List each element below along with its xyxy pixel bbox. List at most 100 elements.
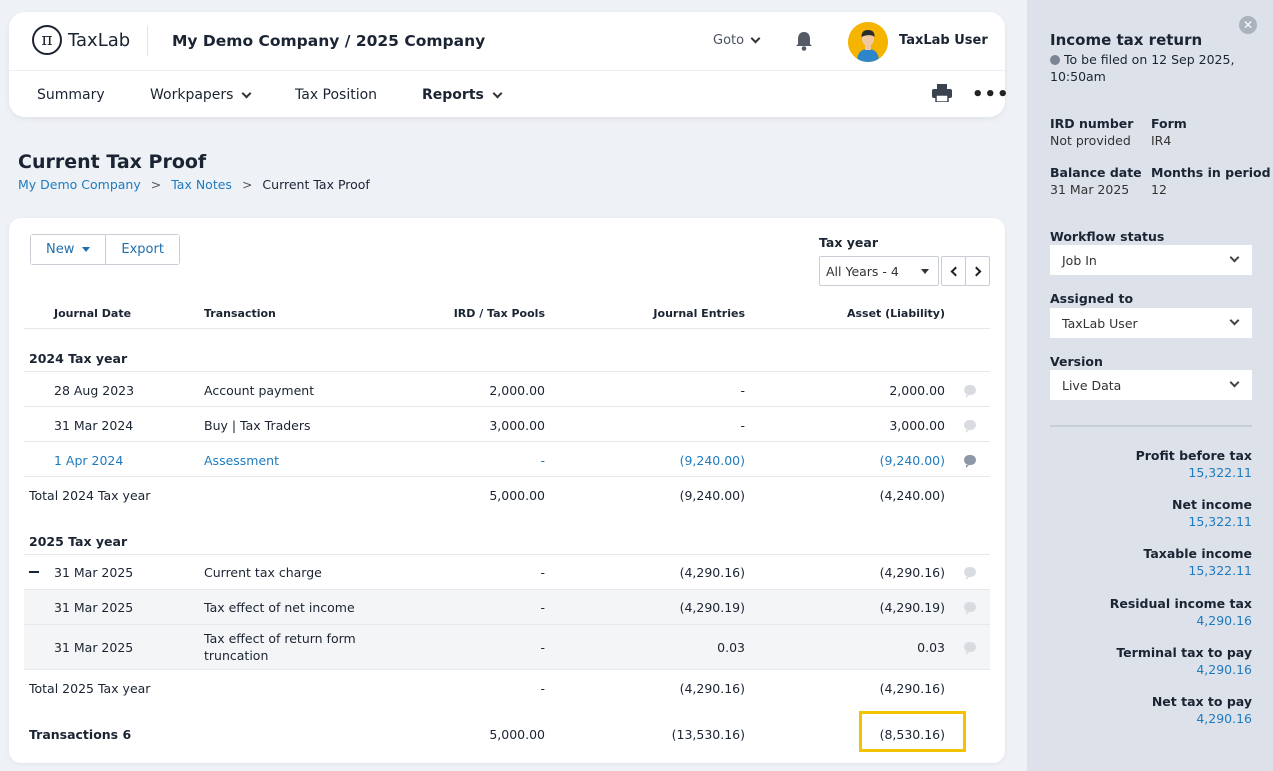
row-asset: 3,000.00 bbox=[889, 418, 945, 433]
comment-icon[interactable] bbox=[964, 567, 976, 580]
row-date-link[interactable]: 1 Apr 2024 bbox=[54, 453, 124, 468]
row-ird: 3,000.00 bbox=[489, 418, 545, 433]
ird-number-value: Not provided bbox=[1050, 133, 1131, 148]
tax-year-select[interactable]: All Years - 4 bbox=[819, 256, 939, 286]
row-journal[interactable]: (9,240.00) bbox=[679, 453, 745, 468]
tab-tax-position-label: Tax Position bbox=[295, 87, 378, 103]
column-header-transaction[interactable]: Transaction bbox=[204, 307, 276, 320]
total-asset: (4,290.16) bbox=[879, 681, 945, 696]
total-label: Total 2024 Tax year bbox=[29, 488, 151, 503]
breadcrumb-current: Current Tax Proof bbox=[262, 177, 370, 192]
row-journal: 0.03 bbox=[717, 640, 745, 655]
taxlab-logo[interactable]: π TaxLab bbox=[32, 25, 130, 55]
chevron-down-icon bbox=[1229, 252, 1240, 263]
metric-label: Net tax to pay bbox=[1151, 694, 1252, 709]
row-transaction: Tax effect of net income bbox=[204, 600, 355, 615]
bell-icon[interactable] bbox=[794, 30, 814, 52]
tab-summary-label: Summary bbox=[37, 87, 105, 103]
tab-tax-position[interactable]: Tax Position bbox=[295, 87, 377, 103]
total-label: Total 2025 Tax year bbox=[29, 681, 151, 696]
goto-dropdown[interactable]: Goto bbox=[713, 33, 761, 48]
next-year-button[interactable] bbox=[965, 256, 990, 286]
chevron-right-icon bbox=[971, 266, 981, 276]
breadcrumb-company[interactable]: My Demo Company bbox=[18, 177, 141, 192]
chevron-down-icon bbox=[242, 88, 252, 98]
row-divider bbox=[24, 371, 990, 372]
breadcrumb-tax-notes[interactable]: Tax Notes bbox=[171, 177, 232, 192]
comment-icon[interactable] bbox=[964, 385, 976, 398]
metric-label: Terminal tax to pay bbox=[1116, 645, 1252, 660]
tax-year-label: Tax year bbox=[819, 235, 878, 250]
total-ird: 5,000.00 bbox=[489, 488, 545, 503]
row-journal: - bbox=[740, 418, 745, 433]
row-ird: - bbox=[540, 565, 545, 580]
previous-year-button[interactable] bbox=[941, 256, 966, 286]
main-card: New Export Tax year All Years - 4 Journa… bbox=[9, 218, 1005, 763]
printer-icon[interactable] bbox=[932, 84, 952, 102]
group-title-2024: 2024 Tax year bbox=[29, 351, 128, 366]
column-header-date[interactable]: Journal Date bbox=[54, 307, 132, 320]
user-name[interactable]: TaxLab User bbox=[899, 33, 988, 48]
column-header-journal[interactable]: Journal Entries bbox=[653, 307, 745, 320]
row-journal: (4,290.19) bbox=[679, 600, 745, 615]
new-button-label: New bbox=[46, 242, 75, 257]
close-icon[interactable]: ✕ bbox=[1239, 16, 1257, 34]
metric-label: Net income bbox=[1172, 497, 1252, 512]
breadcrumb: My Demo Company > Tax Notes > Current Ta… bbox=[18, 177, 370, 192]
row-transaction: Account payment bbox=[204, 383, 315, 398]
metric-value[interactable]: 15,322.11 bbox=[1188, 563, 1252, 578]
months-value: 12 bbox=[1151, 182, 1167, 197]
row-divider bbox=[24, 328, 990, 329]
metric-value[interactable]: 4,290.16 bbox=[1196, 662, 1252, 677]
logo-pi-icon: π bbox=[32, 25, 62, 55]
total-journal: (9,240.00) bbox=[679, 488, 745, 503]
metric-value[interactable]: 4,290.16 bbox=[1196, 711, 1252, 726]
export-button[interactable]: Export bbox=[105, 235, 179, 264]
version-label: Version bbox=[1050, 354, 1103, 369]
row-transaction-link[interactable]: Assessment bbox=[204, 453, 279, 468]
row-divider bbox=[24, 624, 990, 625]
comment-icon[interactable] bbox=[964, 455, 976, 468]
company-title: My Demo Company / 2025 Company bbox=[172, 32, 486, 50]
row-ird[interactable]: - bbox=[540, 453, 545, 468]
row-ird: - bbox=[540, 600, 545, 615]
row-divider bbox=[24, 476, 990, 477]
avatar[interactable] bbox=[848, 22, 888, 62]
metric-value[interactable]: 15,322.11 bbox=[1188, 465, 1252, 480]
tab-reports-label: Reports bbox=[422, 87, 484, 103]
header-card: π TaxLab My Demo Company / 2025 Company … bbox=[9, 12, 1009, 117]
column-header-ird[interactable]: IRD / Tax Pools bbox=[453, 307, 545, 320]
row-date: 31 Mar 2025 bbox=[54, 640, 134, 655]
metric-value[interactable]: 15,322.11 bbox=[1188, 514, 1252, 529]
tab-reports[interactable]: Reports bbox=[422, 87, 503, 103]
row-ird: 2,000.00 bbox=[489, 383, 545, 398]
total-asset: (4,240.00) bbox=[879, 488, 945, 503]
caret-down-icon bbox=[921, 269, 929, 274]
row-asset[interactable]: (9,240.00) bbox=[879, 453, 945, 468]
tab-summary[interactable]: Summary bbox=[37, 87, 105, 103]
comment-icon[interactable] bbox=[964, 602, 976, 615]
tab-workpapers[interactable]: Workpapers bbox=[150, 87, 252, 103]
workflow-status-select[interactable]: Job In bbox=[1050, 245, 1252, 275]
divider bbox=[147, 26, 148, 56]
clock-icon bbox=[1050, 55, 1060, 65]
row-transaction: Buy | Tax Traders bbox=[204, 418, 311, 433]
balance-date-value: 31 Mar 2025 bbox=[1050, 182, 1130, 197]
filing-info: To be filed on 12 Sep 2025, 10:50am bbox=[1050, 51, 1250, 85]
metric-value[interactable]: 4,290.16 bbox=[1196, 613, 1252, 628]
row-date: 28 Aug 2023 bbox=[54, 383, 135, 398]
version-value: Live Data bbox=[1062, 377, 1122, 393]
comment-icon[interactable] bbox=[964, 642, 976, 655]
new-button[interactable]: New bbox=[31, 235, 106, 264]
collapse-icon[interactable] bbox=[29, 571, 39, 573]
row-date: 31 Mar 2024 bbox=[54, 418, 134, 433]
export-button-label: Export bbox=[121, 242, 164, 257]
row-divider bbox=[24, 669, 990, 670]
total-journal: (4,290.16) bbox=[679, 681, 745, 696]
assigned-to-select[interactable]: TaxLab User bbox=[1050, 308, 1252, 338]
more-options-icon[interactable]: ••• bbox=[972, 84, 1010, 105]
comment-icon[interactable] bbox=[964, 420, 976, 433]
assigned-to-value: TaxLab User bbox=[1062, 315, 1138, 331]
column-header-asset[interactable]: Asset (Liability) bbox=[846, 307, 945, 320]
version-select[interactable]: Live Data bbox=[1050, 370, 1252, 400]
